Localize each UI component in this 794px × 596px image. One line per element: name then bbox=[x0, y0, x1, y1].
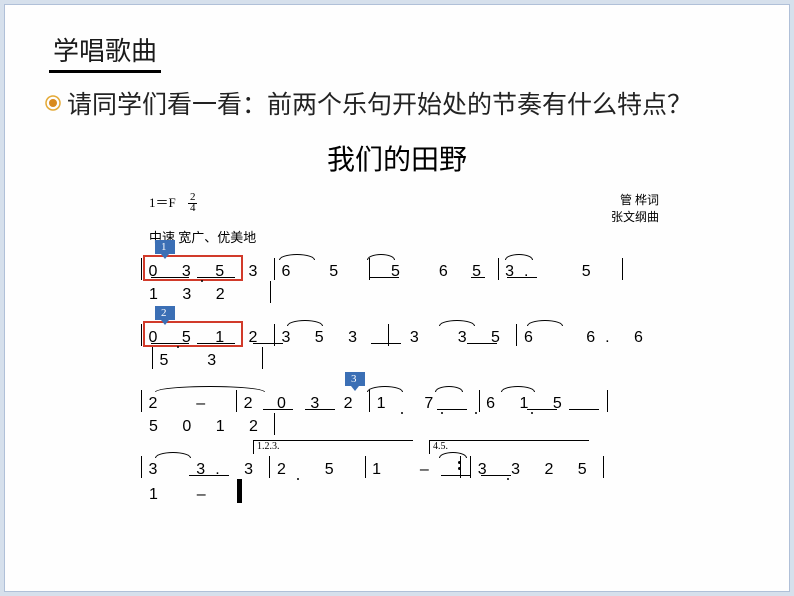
music-sheet: 1＝F 2 4 管 桦词 张文纲曲 中速 宽广、优美地 1 0 3 5 3 6 … bbox=[149, 192, 659, 493]
volta-1: 1.2.3. bbox=[253, 440, 413, 454]
time-signature: 2 4 bbox=[188, 193, 197, 214]
notes-3: 2 – bbox=[149, 395, 230, 412]
tempo-marking: 中速 宽广、优美地 bbox=[149, 227, 659, 246]
music-line-3: 3 2 – 2 0 3 2 1 7 6 1 5 5 0 1 2 bbox=[149, 390, 659, 426]
callout-1: 1 bbox=[155, 240, 175, 254]
credits: 管 桦词 张文纲曲 bbox=[611, 192, 659, 226]
target-bullet-icon bbox=[45, 95, 61, 111]
music-line-1: 1 0 3 5 3 6 5 5 6 5 3. 5 1 3 2 bbox=[149, 258, 659, 294]
callout-3: 3 bbox=[345, 372, 365, 386]
slide: 学唱歌曲 请同学们看一看：前两个乐句开始处的节奏有什么特点？ 我们的田野 1＝F… bbox=[4, 4, 790, 592]
bullet-row: 请同学们看一看：前两个乐句开始处的节奏有什么特点？ bbox=[45, 87, 749, 126]
lyricist: 管 桦词 bbox=[611, 192, 659, 209]
music-line-4: 1.2.3. 4.5. 3 3. 3 2 5 1 – 3 3 2 5 1 – bbox=[149, 456, 659, 492]
key-time: 1＝F 2 4 bbox=[149, 192, 197, 214]
music-line-2: 2 0 5 1 2 3 5 3 3 3 5 6 6. 6 5 3 bbox=[149, 324, 659, 360]
section-title: 学唱歌曲 bbox=[49, 31, 161, 73]
song-title: 我们的田野 bbox=[45, 138, 749, 178]
bullet-text: 请同学们看一看：前两个乐句开始处的节奏有什么特点？ bbox=[67, 87, 692, 126]
composer: 张文纲曲 bbox=[611, 209, 659, 226]
key-signature: 1＝F bbox=[149, 195, 176, 210]
meta-row: 1＝F 2 4 管 桦词 张文纲曲 bbox=[149, 192, 659, 226]
callout-2: 2 bbox=[155, 306, 175, 320]
